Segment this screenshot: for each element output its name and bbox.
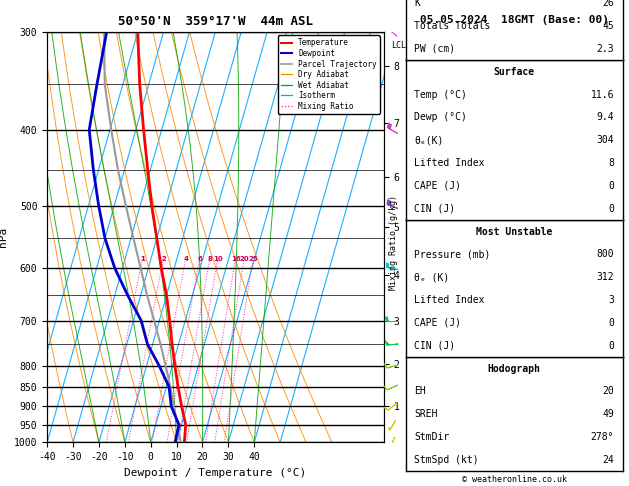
Text: 20: 20 <box>533 120 542 126</box>
Text: 8: 8 <box>208 257 213 262</box>
Text: Most Unstable: Most Unstable <box>476 226 552 237</box>
Text: 2: 2 <box>161 257 166 262</box>
Legend: Temperature, Dewpoint, Parcel Trajectory, Dry Adiabat, Wet Adiabat, Isotherm, Mi: Temperature, Dewpoint, Parcel Trajectory… <box>277 35 380 114</box>
Text: SREH: SREH <box>415 409 438 419</box>
Text: θₑ (K): θₑ (K) <box>415 272 450 282</box>
Text: 6: 6 <box>198 257 203 262</box>
Text: 3: 3 <box>608 295 614 305</box>
Text: 4: 4 <box>184 257 189 262</box>
Text: 8: 8 <box>608 158 614 168</box>
Text: 50°50'N  359°17'W  44m ASL: 50°50'N 359°17'W 44m ASL <box>118 15 313 28</box>
X-axis label: Dewpoint / Temperature (°C): Dewpoint / Temperature (°C) <box>125 468 306 478</box>
Text: 1: 1 <box>140 257 145 262</box>
Text: 10: 10 <box>521 108 531 114</box>
Text: 312: 312 <box>596 272 614 282</box>
Text: 0: 0 <box>608 318 614 328</box>
Text: 16: 16 <box>231 257 241 262</box>
Text: K: K <box>415 0 420 8</box>
Y-axis label: hPa: hPa <box>0 227 8 247</box>
Text: 30: 30 <box>545 132 554 138</box>
Text: 40: 40 <box>557 143 566 150</box>
Text: 24: 24 <box>603 455 614 465</box>
Text: Mixing Ratio (g/kg): Mixing Ratio (g/kg) <box>389 195 398 291</box>
Text: 2.3: 2.3 <box>596 44 614 54</box>
Text: CIN (J): CIN (J) <box>415 341 455 351</box>
Text: 49: 49 <box>603 409 614 419</box>
Text: 0: 0 <box>608 204 614 214</box>
Text: Lifted Index: Lifted Index <box>415 295 485 305</box>
Text: 25: 25 <box>248 257 258 262</box>
Text: Dewp (°C): Dewp (°C) <box>415 112 467 122</box>
Text: 0: 0 <box>608 181 614 191</box>
Text: 304: 304 <box>596 135 614 145</box>
Text: PW (cm): PW (cm) <box>415 44 455 54</box>
Text: CIN (J): CIN (J) <box>415 204 455 214</box>
Text: 800: 800 <box>596 249 614 260</box>
Text: EH: EH <box>415 386 426 397</box>
Text: 9.4: 9.4 <box>596 112 614 122</box>
Text: Lifted Index: Lifted Index <box>415 158 485 168</box>
Text: 0: 0 <box>608 341 614 351</box>
Text: © weatheronline.co.uk: © weatheronline.co.uk <box>462 474 567 484</box>
Text: 278°: 278° <box>591 432 614 442</box>
Text: 20: 20 <box>240 257 250 262</box>
Text: CAPE (J): CAPE (J) <box>415 181 462 191</box>
Text: StmSpd (kt): StmSpd (kt) <box>415 455 479 465</box>
Text: CAPE (J): CAPE (J) <box>415 318 462 328</box>
Text: Surface: Surface <box>494 67 535 77</box>
Text: kt: kt <box>441 25 453 35</box>
Text: StmDir: StmDir <box>415 432 450 442</box>
Text: Pressure (mb): Pressure (mb) <box>415 249 491 260</box>
Text: Hodograph: Hodograph <box>487 364 541 374</box>
Y-axis label: km
ASL: km ASL <box>416 226 433 248</box>
Text: Totals Totals: Totals Totals <box>415 21 491 31</box>
Text: 11.6: 11.6 <box>591 89 614 100</box>
Text: 10: 10 <box>213 257 223 262</box>
Text: 26: 26 <box>603 0 614 8</box>
Text: LCL: LCL <box>391 41 406 50</box>
Text: 20: 20 <box>603 386 614 397</box>
Text: 05.05.2024  18GMT (Base: 00): 05.05.2024 18GMT (Base: 00) <box>420 15 609 25</box>
Text: Temp (°C): Temp (°C) <box>415 89 467 100</box>
Text: θₑ(K): θₑ(K) <box>415 135 444 145</box>
Text: 45: 45 <box>603 21 614 31</box>
